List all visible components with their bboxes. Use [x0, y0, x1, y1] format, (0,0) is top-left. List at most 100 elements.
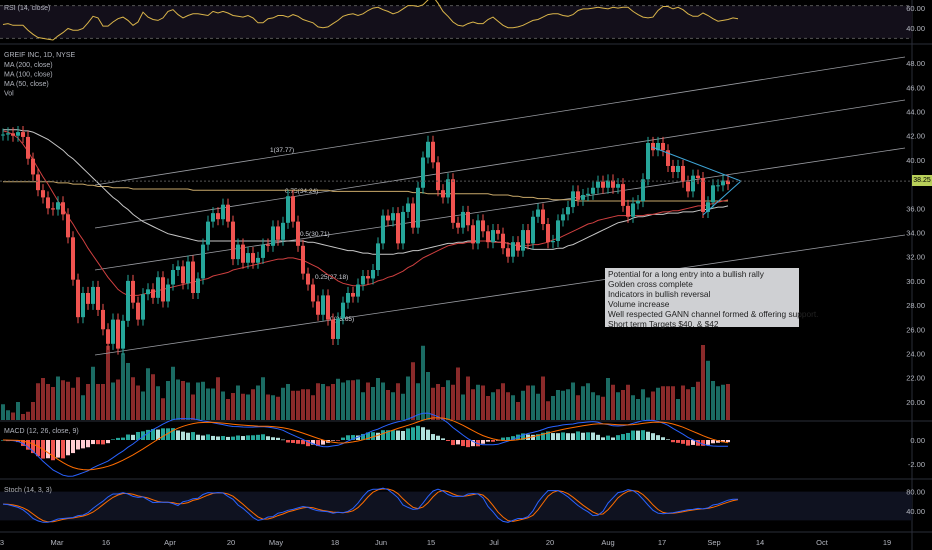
volume-bar [301, 389, 305, 420]
macd-histogram-bar [546, 431, 550, 440]
macd-histogram-bar [336, 440, 340, 441]
time-axis-label: May [269, 538, 283, 547]
candle-body [261, 244, 265, 258]
volume-bar [171, 366, 175, 420]
volume-bar [251, 389, 255, 420]
macd-histogram-bar [431, 434, 435, 440]
volume-bar [596, 395, 600, 420]
macd-histogram-bar [711, 440, 715, 444]
candle-body [516, 242, 520, 251]
candle-body [441, 190, 445, 198]
ma-100-line [3, 129, 729, 255]
candle-body [491, 230, 495, 243]
volume-bar [356, 379, 360, 420]
volume-bar [41, 378, 45, 420]
volume-bar [436, 384, 440, 420]
candle-body [546, 224, 550, 243]
candle-body [196, 278, 200, 293]
macd-histogram-bar [406, 428, 410, 440]
stoch-tick: 40.00 [906, 507, 925, 516]
volume-bar [451, 384, 455, 420]
macd-histogram-bar [61, 440, 65, 459]
macd-histogram-bar [216, 436, 220, 440]
candle-body [576, 191, 580, 200]
macd-histogram-bar [191, 432, 195, 440]
candle-body [76, 279, 80, 318]
macd-histogram-bar [146, 429, 150, 440]
candle-body [411, 203, 415, 228]
macd-histogram-bar [81, 440, 85, 449]
candle-body [321, 295, 325, 315]
candle-body [236, 244, 240, 260]
candle-body [466, 211, 470, 226]
candle-body [51, 208, 55, 210]
volume-bar [666, 386, 670, 420]
candle-body [471, 225, 475, 244]
macd-histogram-bar [136, 431, 140, 440]
macd-histogram-bar [281, 439, 285, 441]
macd-histogram-bar [611, 437, 615, 440]
macd-histogram-bar [701, 440, 705, 446]
time-axis-label: Mar [51, 538, 64, 547]
candle-body [506, 248, 510, 257]
macd-histogram-bar [591, 432, 595, 440]
price-tick: 42.00 [906, 132, 925, 141]
macd-histogram-bar [566, 433, 570, 440]
volume-bar [566, 389, 570, 420]
candle-body [501, 233, 505, 249]
macd-histogram-bar [721, 440, 725, 443]
macd-histogram-bar [551, 433, 555, 440]
volume-bar [611, 384, 615, 420]
macd-histogram-bar [351, 435, 355, 440]
candle-body [416, 187, 420, 228]
candle-body [631, 203, 635, 217]
annotation-note: Potential for a long entry into a bullis… [605, 268, 818, 329]
candle-body [406, 203, 410, 212]
macd-histogram-bar [76, 440, 80, 450]
volume-bar [661, 386, 665, 420]
price-tick: 46.00 [906, 83, 925, 92]
volume-bar [536, 393, 540, 420]
macd-histogram-bar [491, 440, 495, 442]
macd-histogram-bar [241, 436, 245, 440]
volume-bar [496, 389, 500, 420]
candle-body [386, 215, 390, 221]
price-tick: 48.00 [906, 59, 925, 68]
volume-bar [256, 385, 260, 420]
candle-body [451, 179, 455, 223]
macd-histogram-bar [106, 440, 110, 444]
candle-body [266, 244, 270, 246]
volume-bar [281, 387, 285, 420]
macd-histogram-bar [631, 430, 635, 440]
macd-histogram-bar [151, 429, 155, 440]
volume-bar [491, 392, 495, 420]
candle-body [176, 266, 180, 270]
volume-bar [176, 379, 180, 420]
volume-bar [506, 392, 510, 420]
candle-body [151, 289, 155, 298]
volume-bar [366, 382, 370, 420]
rsi-band [0, 5, 912, 39]
candle-body [356, 284, 360, 297]
candle-body [716, 185, 720, 187]
volume-bar [91, 366, 95, 420]
macd-histogram-bar [341, 437, 345, 440]
volume-bar [331, 384, 335, 420]
volume-bar [231, 393, 235, 420]
candle-body [101, 309, 105, 330]
macd-histogram-bar [401, 430, 405, 440]
macd-histogram-bar [31, 440, 35, 454]
candle-body [251, 253, 255, 263]
candle-body [371, 270, 375, 279]
candle-body [481, 220, 485, 232]
macd-histogram-bar [661, 437, 665, 440]
macd-histogram-bar [331, 440, 335, 441]
volume-bar [206, 388, 210, 420]
volume-bar [636, 399, 640, 420]
stoch-tick: 80.00 [906, 488, 925, 497]
rsi-tick: 60.00 [906, 4, 925, 13]
price-tick: 20.00 [906, 398, 925, 407]
candle-body [496, 230, 500, 234]
volume-bar [671, 386, 675, 420]
volume-bar [136, 385, 140, 420]
